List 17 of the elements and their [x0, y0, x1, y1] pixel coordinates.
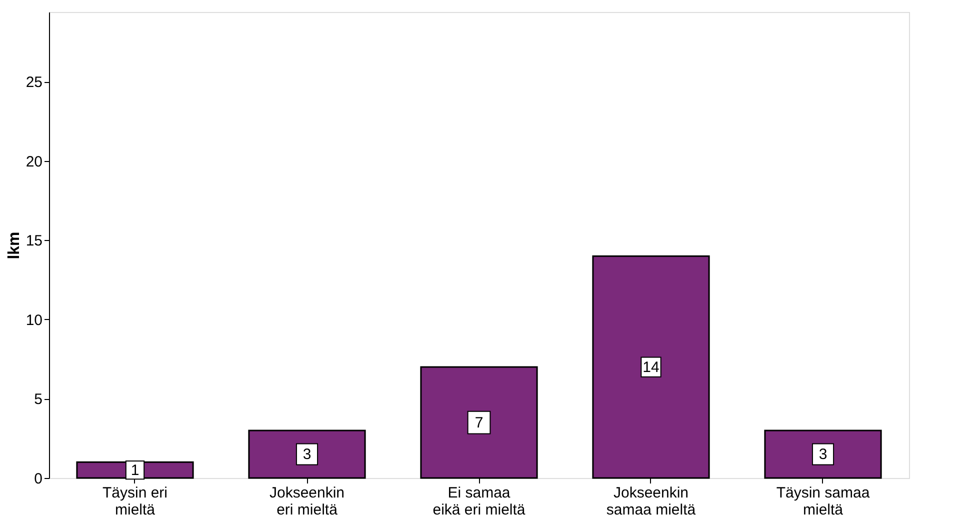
x-tick-label: Ei samaa eikä eri mieltä	[432, 484, 526, 518]
y-tick-label: 25	[26, 74, 42, 92]
data-label: 14	[642, 359, 660, 376]
y-tick-label: 15	[26, 232, 42, 250]
data-label: 7	[474, 414, 484, 432]
x-tick-label: Täysin samaa mieltä	[776, 484, 870, 518]
y-tick-label: 10	[26, 312, 42, 329]
x-tick-label: Jokseenkin eri mieltä	[269, 484, 345, 518]
y-tick-label: 20	[26, 153, 42, 170]
data-label: 3	[302, 446, 312, 464]
y-tick-label: 0	[34, 470, 42, 488]
x-tick-label: Jokseenkin samaa mieltä	[606, 484, 696, 518]
data-label: 3	[818, 446, 828, 464]
y-tick-label: 5	[34, 391, 42, 408]
data-label: 1	[130, 462, 140, 480]
y-axis-title: lkm	[6, 232, 23, 260]
x-tick-label: Täysin eri mieltä	[102, 484, 168, 518]
